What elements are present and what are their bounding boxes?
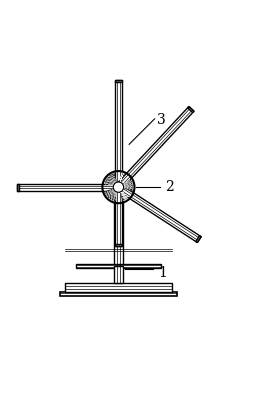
Wedge shape <box>118 180 133 191</box>
Wedge shape <box>118 187 128 201</box>
Polygon shape <box>115 80 122 187</box>
Text: 2: 2 <box>165 180 174 194</box>
Polygon shape <box>196 236 201 242</box>
Polygon shape <box>114 266 123 283</box>
Polygon shape <box>17 184 19 191</box>
Wedge shape <box>104 173 118 187</box>
Text: 3: 3 <box>157 113 166 127</box>
Polygon shape <box>76 264 161 268</box>
Wedge shape <box>104 187 118 201</box>
Polygon shape <box>17 184 118 191</box>
Polygon shape <box>116 107 194 189</box>
Polygon shape <box>115 80 122 82</box>
Polygon shape <box>59 292 177 296</box>
Polygon shape <box>115 187 122 246</box>
Polygon shape <box>115 244 122 246</box>
Circle shape <box>113 182 123 192</box>
Polygon shape <box>65 283 172 292</box>
Text: 1: 1 <box>159 266 168 280</box>
Polygon shape <box>114 187 123 266</box>
Wedge shape <box>118 173 125 187</box>
Polygon shape <box>116 184 201 242</box>
Polygon shape <box>187 107 194 113</box>
